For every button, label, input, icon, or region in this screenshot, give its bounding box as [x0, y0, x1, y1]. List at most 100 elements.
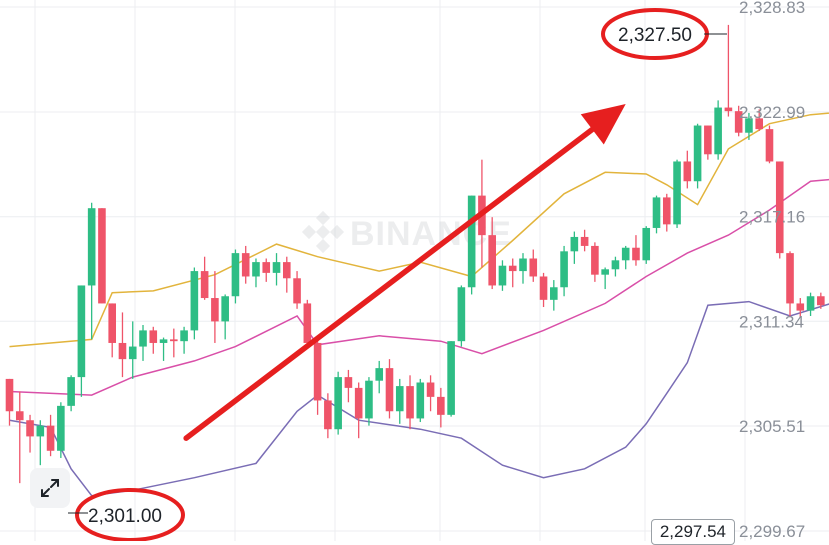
- expand-button[interactable]: [30, 468, 70, 508]
- candle-body: [16, 411, 24, 420]
- candle-body: [684, 161, 692, 181]
- candle-body: [67, 377, 75, 406]
- candle: [396, 379, 404, 424]
- candle-body: [139, 330, 147, 346]
- current-price-tag: 2,297.54: [651, 519, 735, 545]
- candle: [807, 293, 815, 316]
- candle-body: [88, 208, 96, 285]
- candle: [88, 203, 96, 340]
- candle: [252, 259, 260, 288]
- candle-body: [529, 259, 537, 277]
- candle-body: [601, 269, 609, 274]
- candle: [293, 271, 301, 309]
- candle-body: [622, 248, 630, 261]
- candle-body: [786, 253, 794, 303]
- current-price-value: 2,297.54: [660, 522, 726, 541]
- candle-body: [519, 259, 527, 272]
- candle-body: [375, 368, 383, 381]
- candle-body: [406, 386, 414, 418]
- candle-body: [427, 382, 435, 396]
- candle: [221, 294, 229, 339]
- candle-body: [725, 108, 733, 112]
- candle-body: [355, 388, 363, 419]
- candle: [458, 285, 466, 346]
- candle-body: [180, 330, 188, 341]
- y-tick-label: 2,317.16: [739, 208, 805, 227]
- candle: [540, 273, 548, 307]
- candle-body: [324, 400, 332, 429]
- candle-body: [211, 298, 219, 321]
- candle: [766, 126, 774, 164]
- candle: [170, 329, 178, 358]
- candle-body: [386, 368, 394, 411]
- candle-body: [499, 266, 507, 286]
- candle: [704, 126, 712, 160]
- trend-arrow: [186, 104, 626, 438]
- candle: [725, 25, 733, 117]
- y-tick-label: 2,311.34: [739, 312, 804, 331]
- candle: [447, 341, 455, 416]
- watermark-text: BINANCE: [350, 215, 512, 253]
- candle-body: [160, 339, 168, 343]
- candle-body: [57, 406, 65, 451]
- candle: [365, 377, 373, 426]
- candle: [273, 253, 281, 285]
- candle-body: [149, 330, 157, 343]
- y-tick-label: 2,305.51: [739, 417, 805, 436]
- candle-body: [37, 426, 45, 437]
- candle-body: [642, 228, 650, 260]
- candle: [355, 382, 363, 438]
- candle-body: [232, 253, 240, 296]
- candle: [334, 372, 342, 435]
- candle: [437, 388, 445, 428]
- candle-body: [283, 262, 291, 278]
- candle-body: [252, 262, 260, 276]
- candle: [529, 250, 537, 282]
- candle-body: [540, 276, 548, 299]
- candle: [201, 257, 209, 300]
- candle: [139, 325, 147, 361]
- candle: [581, 230, 589, 252]
- y-tick-label: 2,328.83: [739, 0, 805, 17]
- candle: [262, 259, 270, 282]
- candle-body: [807, 296, 815, 310]
- candle-body: [581, 237, 589, 246]
- candle: [98, 208, 106, 303]
- candle-body: [714, 108, 722, 155]
- candle-body: [396, 386, 404, 411]
- candle-body: [345, 377, 353, 388]
- candle: [57, 402, 65, 458]
- candle-body: [129, 347, 137, 360]
- candle-body: [560, 251, 568, 287]
- candle-body: [663, 197, 671, 224]
- candle-body: [6, 379, 14, 411]
- high-annotation: 2,327.50: [603, 10, 727, 58]
- candle: [345, 370, 353, 402]
- candle: [47, 415, 55, 456]
- candle: [663, 194, 671, 232]
- candle-body: [221, 296, 229, 321]
- candle-body: [509, 266, 517, 271]
- candle: [180, 327, 188, 354]
- low-annotation: 2,301.00: [68, 490, 183, 540]
- candle-body: [591, 246, 599, 275]
- candle: [560, 246, 568, 296]
- candle-body: [417, 382, 425, 418]
- y-tick-label: 2,322.99: [739, 103, 805, 122]
- candle: [694, 124, 702, 189]
- candle-body: [437, 397, 445, 415]
- candle-body: [550, 287, 558, 300]
- trend-arrow-head: [581, 104, 626, 145]
- candle-body: [796, 303, 804, 310]
- candle-body: [334, 377, 342, 429]
- candle-body: [612, 260, 620, 269]
- candle: [417, 379, 425, 422]
- candle: [622, 246, 630, 269]
- candle-body: [273, 262, 281, 273]
- candle: [612, 257, 620, 277]
- candle: [78, 285, 86, 396]
- candle-body: [242, 253, 250, 276]
- candle: [632, 235, 640, 266]
- candle-body: [262, 262, 270, 273]
